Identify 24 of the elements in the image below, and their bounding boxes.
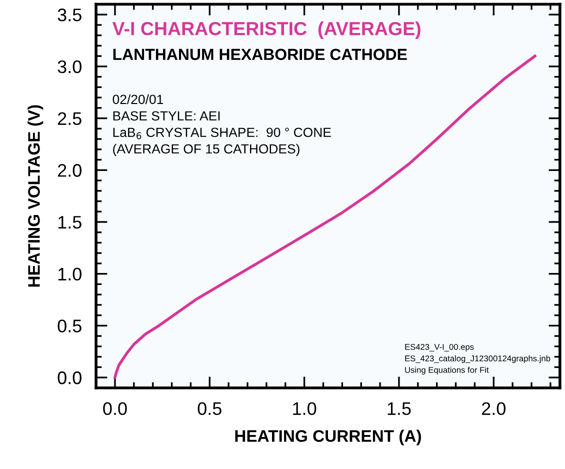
x-tick-label: 1.0	[293, 402, 316, 416]
y-tick-label: 1.5	[58, 216, 82, 229]
y-tick-label: 3.0	[58, 60, 82, 74]
annotation: Using Equations for Fit	[405, 366, 489, 375]
y-tick-label: 0.5	[58, 320, 82, 332]
annotation: ES_423_catalog_J12300124graphs.jnb	[405, 355, 550, 364]
text: V-I CHARACTERISTIC (AVERAGE)	[112, 21, 420, 39]
y-tick-label: 2.0	[58, 164, 82, 177]
y-axis-title: HEATING VOLTAGE (V)	[28, 105, 44, 287]
y-tick-label: 2.5	[58, 112, 82, 125]
x-tick-label: 0.0	[103, 402, 127, 416]
y-tick-label: 0.0	[58, 371, 82, 384]
annotation: BASE STYLE: AEI	[113, 111, 220, 121]
annotation: LaB$_{6}$ CRYSTAL SHAPE: 90 ° CONE	[113, 128, 331, 140]
y-tick-label: 3.5	[58, 8, 82, 22]
text: LANTHANUM HEXABORIDE CATHODE	[113, 48, 407, 60]
annotation: (AVERAGE OF 15 CATHODES)	[113, 144, 300, 156]
x-tick-label: 1.5	[388, 402, 411, 416]
x-axis-title: HEATING CURRENT (A)	[235, 430, 421, 446]
y-tick-label: 1.0	[58, 268, 82, 281]
x-tick-label: 2.0	[482, 402, 506, 416]
annotation: ES423_V-I_00.eps	[405, 344, 474, 352]
annotation: 02/20/01	[112, 94, 163, 104]
x-tick-label: 0.5	[198, 402, 222, 416]
